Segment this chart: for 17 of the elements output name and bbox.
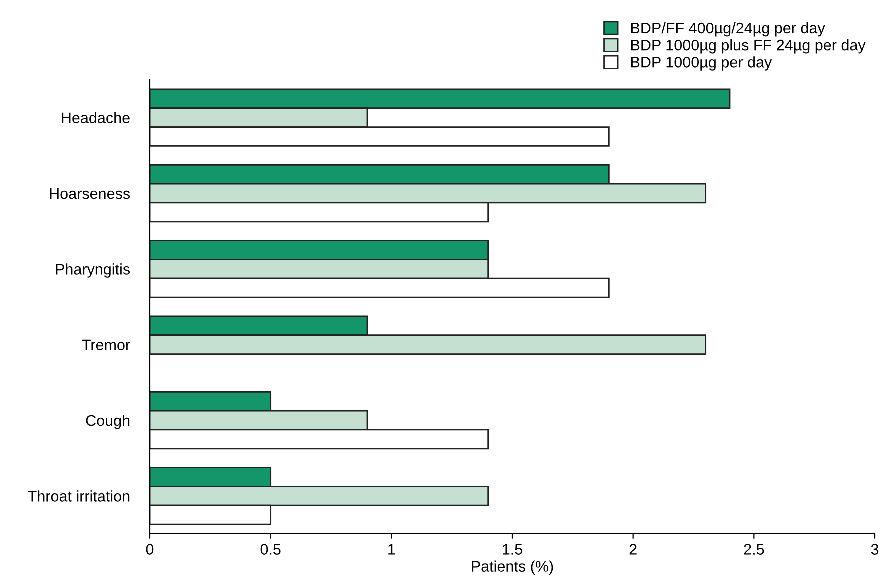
x-tick-label: 1: [388, 544, 396, 555]
x-tick-label: 1.5: [503, 544, 522, 555]
legend-label: BDP 1000µg per day: [632, 56, 772, 71]
y-tick-label: Tremor: [82, 340, 130, 351]
y-tick-label: Pharyngitis: [56, 264, 130, 278]
x-tick-label: 0: [146, 544, 154, 555]
x-axis-title: Patients (%): [472, 560, 554, 575]
y-tick-label: Throat irritation: [28, 490, 130, 502]
x-tick-label: 0.5: [260, 544, 281, 555]
legend-label: BDP/FF 400µg/24µg per day: [632, 22, 826, 37]
x-tick-label: 2.5: [744, 544, 764, 555]
legend-label: BDP 1000µg plus FF 24µg per day: [632, 40, 866, 54]
y-tick-label: Cough: [86, 414, 130, 430]
x-tick-label: 2: [630, 544, 637, 555]
y-tick-label: Headache: [62, 112, 130, 124]
y-tick-label: Hoarseness: [50, 188, 130, 200]
x-tick-label: 3: [871, 544, 879, 555]
